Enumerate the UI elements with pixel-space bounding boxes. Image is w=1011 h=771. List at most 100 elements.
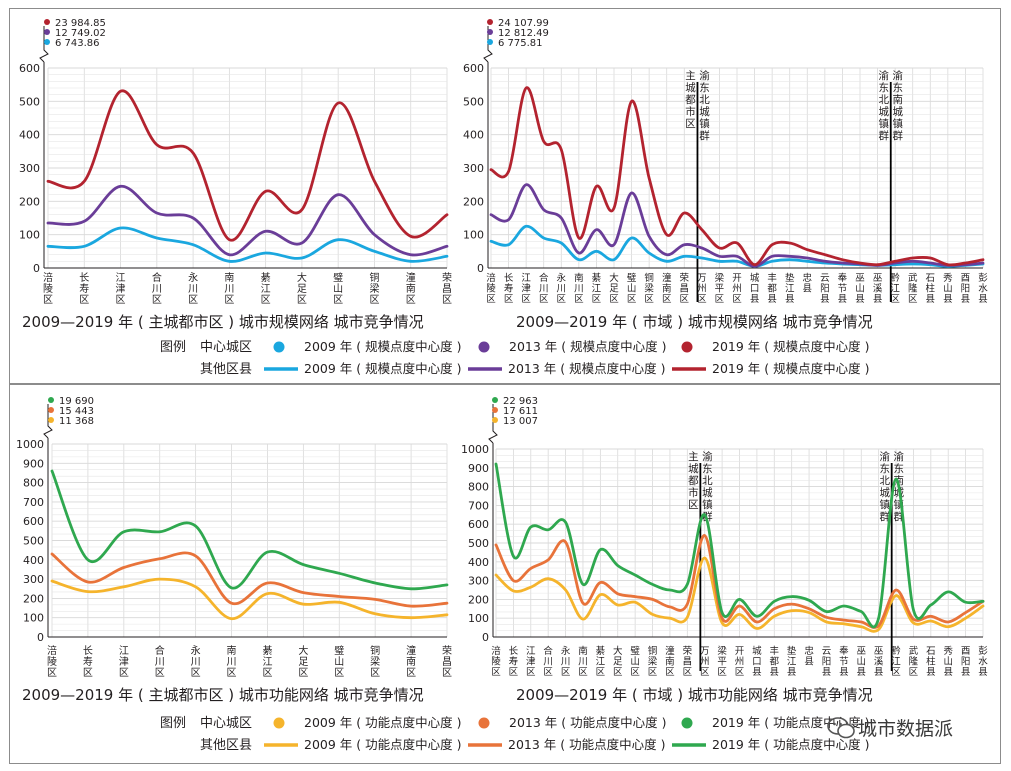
x-tick-label: 荣昌区 (680, 272, 690, 305)
series-line (50, 577, 449, 621)
x-tick-label: 南川区 (227, 644, 237, 679)
region-label: 主城都市区 (685, 70, 696, 130)
x-tick-label: 铜梁区 (644, 272, 654, 305)
x-tick-label: 璧山区 (630, 645, 640, 678)
y-tick-label: 900 (468, 462, 489, 475)
x-tick-label: 綦江区 (261, 271, 271, 306)
x-tick-label: 大足区 (298, 644, 308, 679)
series-line (50, 469, 449, 591)
x-tick-label: 黔江区 (891, 645, 901, 678)
chart-title: 2009—2019 年 ( 市域 ) 城市规模网络 城市竞争情况 (516, 313, 873, 331)
break-label: 23 984.85 (55, 18, 106, 29)
x-tick-label: 梁平区 (717, 645, 727, 678)
y-tick-label: 1000 (461, 443, 489, 456)
x-tick-label: 丰都县 (767, 272, 777, 305)
legend-label: 2013 年 ( 功能点度中心度 ) (509, 715, 666, 730)
y-tick-label: 400 (23, 554, 44, 567)
x-tick-label: 永川区 (188, 271, 198, 306)
region-label: 渝东北城镇群 (879, 450, 890, 523)
y-tick-label: 600 (19, 62, 40, 75)
x-tick-label: 合川区 (155, 644, 165, 679)
y-tick-label: 700 (23, 496, 44, 509)
x-tick-label: 潼南区 (406, 644, 416, 679)
x-tick-label: 潼南区 (662, 272, 672, 305)
y-tick-label: 600 (463, 62, 484, 75)
y-tick-label: 100 (19, 229, 40, 242)
region-label: 渝东北城镇群 (702, 450, 713, 523)
x-tick-label: 忠县 (803, 273, 813, 295)
x-tick-label: 永川区 (557, 272, 567, 305)
x-tick-label: 铜梁区 (370, 645, 380, 679)
break-label: 6 743.86 (55, 38, 100, 49)
x-tick-label: 城口县 (750, 273, 760, 305)
legend-label: 2013 年 ( 规模点度中心度 ) (509, 339, 666, 354)
x-tick-label: 荣昌区 (442, 645, 452, 679)
x-tick-label: 合川区 (539, 272, 549, 305)
y-tick-label: 600 (468, 518, 489, 531)
x-tick-label: 长寿区 (509, 645, 519, 678)
break-dot (487, 29, 493, 35)
legend-label: 2009 年 ( 规模点度中心度 ) (304, 339, 461, 354)
x-tick-label: 巫溪县 (874, 646, 884, 678)
legend-label: 2009 年 ( 功能点度中心度 ) (304, 737, 461, 752)
break-label: 13 007 (503, 416, 538, 427)
break-label: 24 107.99 (498, 18, 549, 29)
x-tick-label: 荣昌区 (442, 272, 452, 306)
break-label: 12 749.02 (55, 28, 106, 39)
legend-dot (681, 341, 693, 353)
x-tick-label: 酉阳县 (961, 646, 971, 678)
x-tick-label: 潼南区 (406, 271, 416, 306)
x-tick-label: 綦江区 (262, 644, 272, 679)
y-tick-label: 200 (468, 593, 489, 606)
x-tick-label: 石柱县 (926, 646, 936, 678)
break-dot (487, 19, 493, 25)
break-label: 11 368 (59, 416, 94, 427)
x-tick-label: 永川区 (191, 644, 201, 679)
break-dot (492, 397, 498, 403)
x-tick-label: 巫山县 (856, 646, 866, 678)
x-tick-label: 铜梁区 (648, 645, 658, 678)
break-dot (48, 397, 54, 403)
x-tick-label: 大足区 (297, 271, 307, 306)
top-panel-frame (9, 8, 1001, 384)
x-tick-label: 石柱县 (926, 273, 936, 305)
legend-label: 2013 年 ( 功能点度中心度 ) (508, 737, 665, 752)
break-label: 19 690 (59, 396, 94, 407)
x-tick-label: 涪陵区 (486, 272, 496, 305)
x-tick-label: 綦江区 (592, 272, 602, 305)
series-line (50, 551, 449, 608)
x-tick-label: 南川区 (578, 645, 588, 678)
x-tick-label: 黔江区 (890, 272, 900, 305)
chart-3: 0 100 200 300 400 500 600 700 800 900 1000 19 69015… (16, 396, 452, 704)
x-tick-label: 涪陵区 (43, 271, 53, 306)
series-line (489, 86, 985, 267)
break-dot (44, 39, 50, 45)
legend-label: 2009 年 ( 规模点度中心度 ) (304, 361, 461, 376)
legend-dot (681, 717, 693, 729)
legend-row-label: 其他区县 (200, 738, 252, 753)
watermark: 城市数据派 (826, 714, 986, 742)
x-tick-label: 长寿区 (504, 272, 514, 305)
x-tick-label: 合川区 (543, 645, 553, 678)
legend-label: 2019 年 ( 功能点度中心度 ) (712, 737, 869, 752)
legend-dot (273, 717, 285, 729)
y-tick-label: 400 (463, 129, 484, 142)
x-tick-label: 丰都县 (770, 645, 780, 678)
break-dot (492, 417, 498, 423)
y-tick-label: 200 (23, 592, 44, 605)
x-tick-label: 秀山县 (943, 272, 953, 305)
chart-title: 2009—2019 年 ( 市域 ) 城市功能网络 城市竞争情况 (516, 686, 873, 704)
x-tick-label: 江津区 (116, 272, 126, 306)
x-tick-label: 巫山县 (855, 273, 865, 305)
x-tick-label: 奉节县 (838, 272, 848, 305)
x-tick-label: 涪陵区 (47, 644, 57, 679)
y-tick-label: 200 (19, 195, 40, 208)
legend-label: 2019 年 ( 功能点度中心度 ) (712, 715, 869, 730)
x-tick-label: 秀山县 (943, 645, 953, 678)
x-tick-label: 开州区 (735, 646, 745, 678)
x-tick-label: 万州区 (700, 646, 710, 678)
